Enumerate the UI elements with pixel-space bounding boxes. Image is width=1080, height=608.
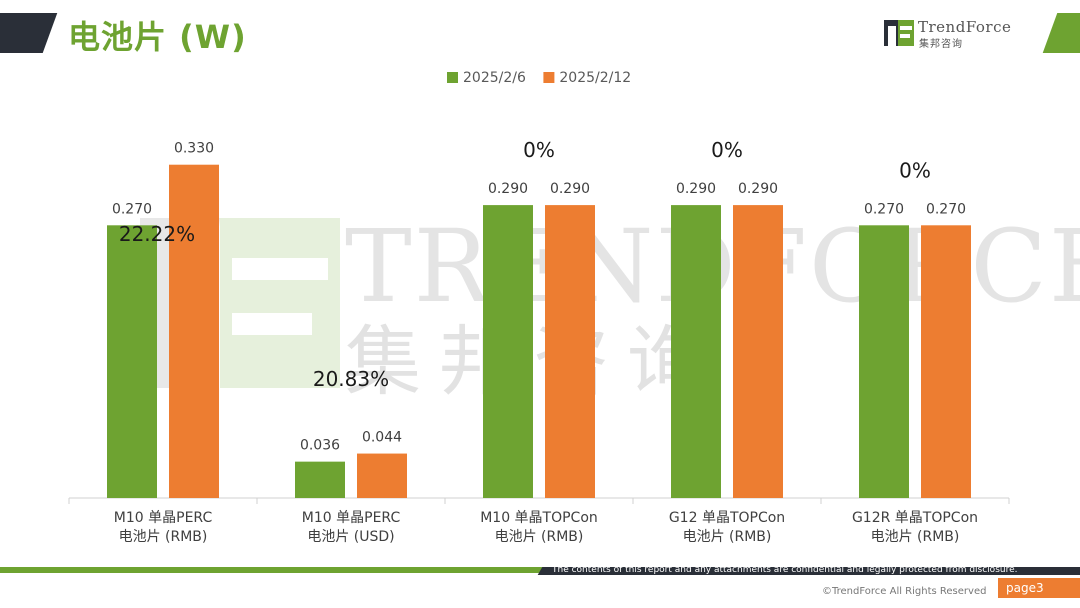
legend-label-0: 2025/2/6: [463, 70, 526, 86]
legend-swatch-1: [543, 72, 555, 83]
header-right-accent: [1042, 13, 1080, 53]
bar-1-0: [295, 461, 345, 498]
legend-label-1: 2025/2/12: [559, 70, 631, 86]
trendforce-logo: TrendForce 集邦咨询: [884, 18, 1024, 50]
change-label-0: 22.22%: [119, 222, 195, 246]
category-label-3-1: 电池片 (RMB): [683, 529, 772, 545]
change-label-2: 0%: [523, 138, 555, 162]
change-label-4: 0%: [899, 158, 931, 182]
page-number-badge: page3: [998, 578, 1080, 598]
footer-copyright: ©TrendForce All Rights Reserved: [822, 586, 987, 597]
bar-0-1: [169, 164, 219, 498]
bar-4-0: [859, 225, 909, 499]
logo-cn: 集邦咨询: [919, 39, 963, 50]
data-label-4-0: 0.270: [864, 201, 904, 217]
data-label-1-0: 0.036: [300, 438, 340, 454]
data-label-4-1: 0.270: [926, 201, 966, 217]
page-title: 电池片 (W): [68, 18, 247, 56]
bar-2-1: [545, 205, 595, 498]
logo-name: TrendForce: [918, 18, 1012, 36]
category-label-4-0: G12R 单晶TOPCon: [852, 510, 978, 526]
data-label-2-0: 0.290: [488, 181, 528, 197]
price-bar-chart: 2025/2/6 2025/2/12 0.270 0.330 M10 单晶PERC 电池片…: [68, 70, 1010, 545]
trendforce-logo-icon: [884, 20, 914, 46]
bar-3-0: [671, 205, 721, 498]
category-label-2-1: 电池片 (RMB): [495, 529, 584, 545]
category-label-4-1: 电池片 (RMB): [871, 529, 960, 545]
data-label-2-1: 0.290: [550, 181, 590, 197]
category-label-1-0: M10 单晶PERC: [302, 510, 401, 526]
category-label-0-1: 电池片 (RMB): [119, 529, 208, 545]
footer-disclaimer: The contents of this report and any atta…: [552, 565, 1018, 575]
change-label-3: 0%: [711, 138, 743, 162]
change-label-1: 20.83%: [313, 367, 389, 391]
category-label-2-0: M10 单晶TOPCon: [480, 510, 598, 526]
category-label-3-0: G12 单晶TOPCon: [669, 510, 785, 526]
data-label-0-0: 0.270: [112, 201, 152, 217]
bar-1-1: [357, 453, 407, 498]
bar-3-1: [733, 205, 783, 498]
data-label-0-1: 0.330: [174, 141, 214, 157]
bar-4-1: [921, 225, 971, 499]
header-left-accent: [0, 13, 58, 53]
category-label-1-1: 电池片 (USD): [307, 529, 394, 545]
bar-2-0: [483, 205, 533, 498]
bar-0-0: [107, 225, 157, 499]
data-label-3-1: 0.290: [738, 181, 778, 197]
data-label-1-1: 0.044: [362, 430, 402, 446]
data-label-3-0: 0.290: [676, 181, 716, 197]
category-label-0-0: M10 单晶PERC: [114, 510, 213, 526]
legend-swatch-0: [447, 72, 458, 83]
